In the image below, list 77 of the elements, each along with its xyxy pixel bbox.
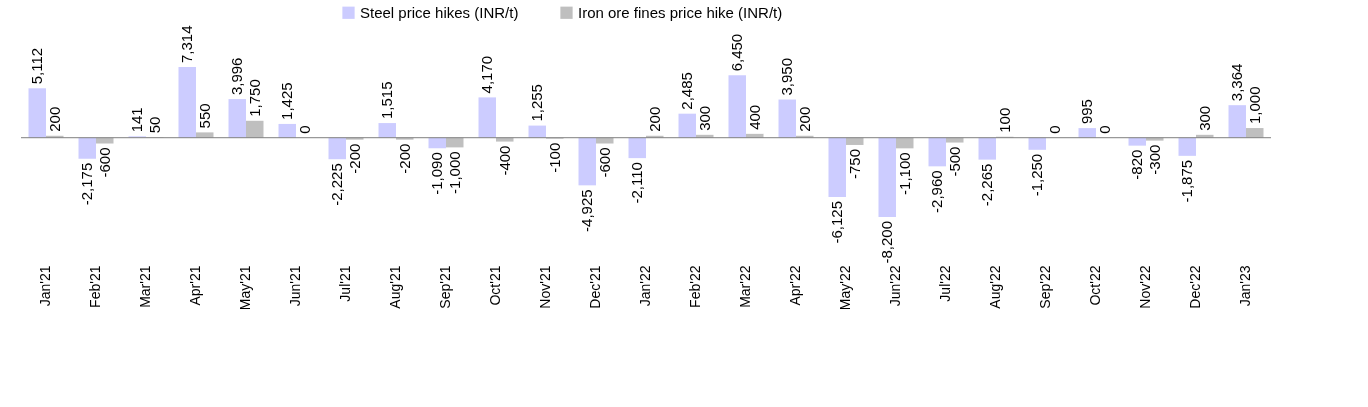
data-label: 1,515 [378, 81, 396, 120]
x-tick-label: Dec'21 [587, 265, 603, 309]
data-label: -600 [95, 147, 113, 178]
data-label: 0 [295, 125, 313, 134]
data-label: -600 [595, 147, 613, 178]
x-tick-label: May'22 [837, 265, 853, 311]
data-label: 995 [1078, 99, 1096, 125]
x-tick-label: Jan'21 [37, 265, 53, 307]
data-label: 1,255 [528, 84, 546, 122]
data-label: 4,170 [478, 55, 496, 94]
data-label: -750 [845, 148, 863, 179]
data-label: -1,875 [1178, 159, 1196, 203]
data-label: -300 [1145, 144, 1163, 175]
x-tick-label: Mar'21 [137, 265, 153, 308]
x-tick-label: Dec'22 [1187, 265, 1203, 309]
data-label: -500 [945, 146, 963, 177]
data-label: 6,450 [728, 33, 746, 72]
data-label: 3,950 [778, 57, 796, 96]
data-label: -200 [345, 143, 363, 174]
x-tick-label: Aug'21 [387, 265, 403, 309]
x-tick-label: Mar'22 [737, 265, 753, 308]
data-label: -2,960 [928, 170, 946, 213]
data-label: 300 [1195, 105, 1213, 131]
data-label: 400 [745, 104, 763, 130]
x-tick-label: Aug'22 [987, 265, 1003, 309]
data-label: 5,112 [28, 47, 46, 85]
data-label: -400 [495, 145, 513, 176]
x-tick-label: Sep'21 [437, 265, 453, 309]
data-label: 50 [145, 116, 163, 134]
data-label: -820 [1128, 149, 1146, 180]
x-tick-label: Oct'21 [487, 265, 503, 306]
data-label: -2,265 [978, 163, 996, 207]
data-label: -4,925 [578, 189, 596, 232]
x-tick-label: Nov'22 [1137, 265, 1153, 309]
x-tick-label: Jul'22 [937, 265, 953, 302]
data-label: 200 [795, 106, 813, 132]
x-tick-label: Feb'22 [687, 265, 703, 308]
data-label: 0 [1045, 125, 1063, 134]
data-label: 200 [45, 106, 63, 132]
data-label: -1,090 [428, 152, 446, 195]
x-tick-label: Oct'22 [1087, 265, 1103, 306]
data-label: 1,000 [1245, 86, 1263, 125]
data-label: -8,200 [878, 221, 896, 264]
data-label: 100 [995, 107, 1013, 133]
x-tick-label: Jan'23 [1237, 265, 1253, 307]
data-label: 0 [1095, 125, 1113, 134]
data-label: -2,110 [628, 162, 646, 204]
x-tick-label: Jun'21 [287, 265, 303, 307]
x-tick-label: Nov'21 [537, 265, 553, 309]
data-label: -2,225 [328, 163, 346, 206]
data-label: 2,485 [678, 72, 696, 110]
data-label: 300 [695, 105, 713, 131]
data-label: -200 [395, 143, 413, 174]
data-label: 1,425 [278, 82, 296, 120]
x-tick-label: Apr'21 [187, 265, 203, 306]
data-label: -6,125 [828, 200, 846, 244]
x-tick-label: Sep'22 [1037, 265, 1053, 309]
data-label: -1,000 [445, 151, 463, 194]
x-tick-label: May'21 [237, 265, 253, 311]
x-tick-label: Jun'22 [887, 265, 903, 307]
legend-label: Iron ore fines price hike (INR/t) [578, 3, 783, 21]
data-label: -1,100 [895, 152, 913, 195]
x-tick-label: Jan'22 [637, 265, 653, 307]
x-tick-label: Feb'21 [87, 265, 103, 308]
data-label: -1,250 [1028, 153, 1046, 197]
data-label: 550 [195, 103, 213, 129]
data-label: 3,364 [1228, 63, 1246, 102]
x-tick-label: Jul'21 [337, 265, 353, 302]
data-label: 1,750 [245, 79, 263, 117]
data-label: 200 [645, 106, 663, 132]
legend-label: Steel price hikes (INR/t) [360, 3, 519, 21]
data-label: -2,175 [78, 162, 96, 206]
data-label: 141 [128, 107, 146, 133]
data-label: 3,996 [228, 57, 246, 96]
x-tick-label: Apr'22 [787, 265, 803, 306]
data-label: -100 [545, 142, 563, 173]
data-label: 7,314 [178, 25, 196, 63]
